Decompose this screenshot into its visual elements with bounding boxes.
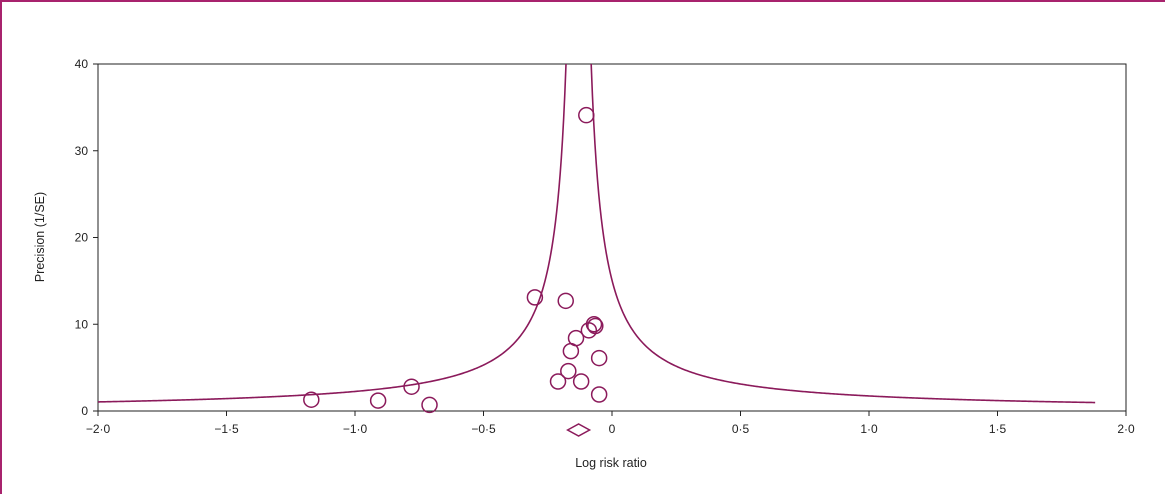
study-point bbox=[526, 289, 544, 306]
y-tick-label: 30 bbox=[75, 144, 89, 158]
study-point bbox=[572, 373, 590, 390]
x-tick-label: 0 bbox=[609, 422, 616, 436]
y-tick-label: 40 bbox=[75, 57, 89, 71]
funnel-lines bbox=[98, 64, 1096, 404]
pooled-estimate bbox=[566, 423, 592, 437]
figure-frame-left bbox=[0, 0, 2, 494]
study-point bbox=[587, 317, 604, 335]
study-point bbox=[549, 373, 567, 390]
figure-frame-top bbox=[0, 0, 1165, 2]
x-tick-label: −1·0 bbox=[343, 422, 368, 436]
study-point bbox=[590, 349, 608, 367]
study-point bbox=[590, 386, 608, 403]
tick-labels: −2·0 −1·5 −1·0 −0·5 0 0·5 1·0 1·5 2·0 0 10 20 30 40 bbox=[75, 57, 1135, 436]
plot-area-border bbox=[97, 63, 1127, 412]
study-point bbox=[421, 396, 438, 414]
x-tick-label: 0·5 bbox=[732, 422, 750, 436]
study-point bbox=[567, 329, 585, 347]
y-tick-label: 0 bbox=[81, 404, 88, 418]
y-tick-label: 20 bbox=[75, 231, 89, 245]
study-point bbox=[560, 362, 577, 380]
x-tick-label: 2·0 bbox=[1117, 422, 1135, 436]
study-point bbox=[585, 316, 603, 333]
x-tick-label: −1·5 bbox=[214, 422, 239, 436]
y-axis-label: Precision (1/SE) bbox=[33, 192, 47, 282]
y-tick-label: 10 bbox=[75, 317, 89, 331]
funnel-line-left bbox=[98, 64, 567, 403]
x-tick-label: −0·5 bbox=[471, 422, 496, 436]
plot-axes bbox=[93, 63, 1127, 416]
x-tick-label: −2·0 bbox=[86, 422, 111, 436]
funnel-line-right bbox=[590, 64, 1096, 404]
x-tick-label: 1·0 bbox=[860, 422, 878, 436]
x-axis-label: Log risk ratio bbox=[575, 456, 647, 470]
study-point bbox=[369, 392, 387, 409]
study-points bbox=[303, 106, 608, 414]
study-point bbox=[557, 292, 574, 310]
study-point bbox=[303, 391, 320, 408]
x-tick-label: 1·5 bbox=[989, 422, 1007, 436]
study-point bbox=[403, 378, 420, 395]
study-point bbox=[578, 106, 595, 124]
pooled-estimate-diamond bbox=[566, 423, 592, 437]
